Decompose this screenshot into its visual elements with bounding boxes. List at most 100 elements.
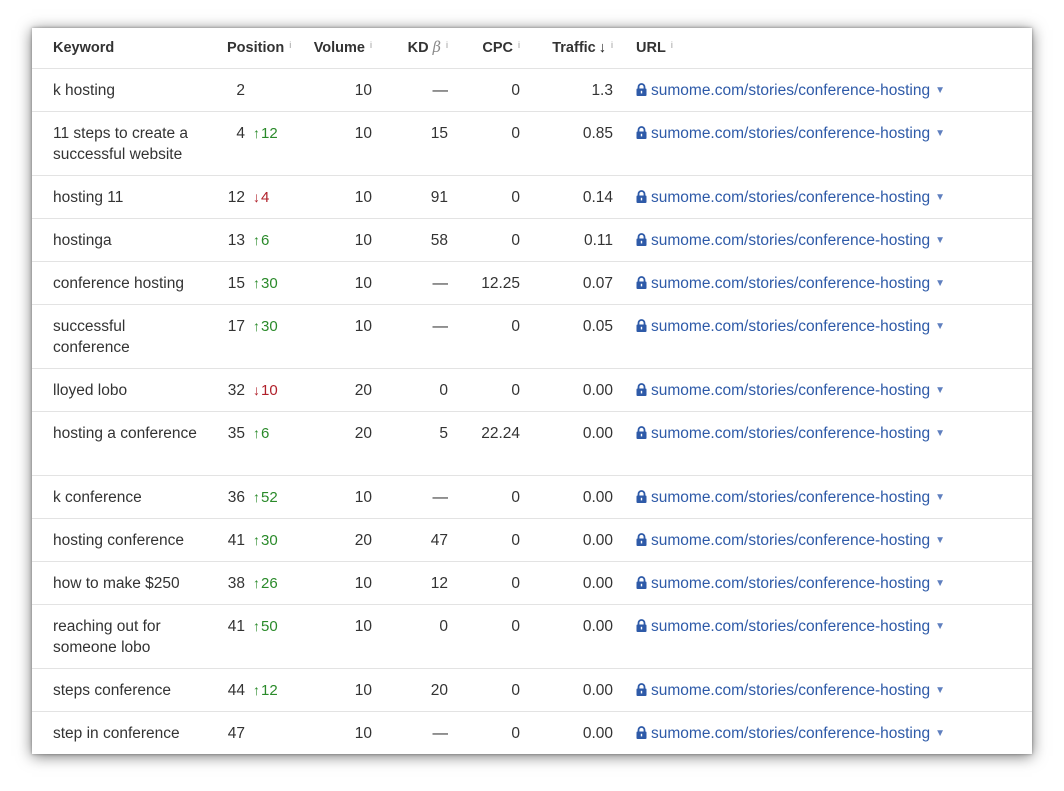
kd-value: 0 <box>439 618 448 635</box>
kd-value: — <box>432 82 449 99</box>
traffic-value: 0.05 <box>582 318 613 335</box>
url-link[interactable]: sumome.com/stories/conference-hosting <box>651 425 931 442</box>
url-cell: sumome.com/stories/conference-hosting ▼ <box>616 668 1032 712</box>
cpc-cell: 0 <box>450 561 522 605</box>
arrow-up-icon: ↑ <box>253 489 260 505</box>
url-link[interactable]: sumome.com/stories/conference-hosting <box>651 618 931 635</box>
keyword-text[interactable]: hosting a conference <box>53 425 197 442</box>
keyword-cell: reaching out for someone lobo <box>32 604 207 669</box>
caret-down-icon[interactable]: ▼ <box>935 535 946 546</box>
traffic-cell: 0.85 <box>522 111 616 176</box>
header-traffic[interactable]: Traffic ↓ i <box>522 28 616 69</box>
keyword-text[interactable]: hosting 11 <box>53 189 124 206</box>
position-cell: 2 <box>207 68 299 112</box>
url-link[interactable]: sumome.com/stories/conference-hosting <box>651 318 931 335</box>
caret-down-icon[interactable]: ▼ <box>935 428 946 439</box>
keyword-text[interactable]: hosting conference <box>53 532 184 549</box>
cpc-value: 0 <box>511 532 520 549</box>
position-cell: 15 ↑30 <box>207 261 299 305</box>
volume-cell: 10 <box>299 175 374 219</box>
position-cell: 41 ↑30 <box>207 518 299 562</box>
url-cell: sumome.com/stories/conference-hosting ▼ <box>616 68 1032 112</box>
sort-descending-icon[interactable]: ↓ <box>598 40 606 56</box>
caret-down-icon[interactable]: ▼ <box>935 685 946 696</box>
volume-cell: 10 <box>299 604 374 669</box>
info-icon[interactable]: i <box>289 40 292 50</box>
keyword-text[interactable]: lloyed lobo <box>53 382 128 399</box>
keyword-text[interactable]: conference hosting <box>53 275 184 292</box>
change-value: 50 <box>261 618 278 635</box>
info-icon[interactable]: i <box>518 40 520 50</box>
volume-cell: 20 <box>299 368 374 412</box>
keyword-text[interactable]: step in conference <box>53 725 180 742</box>
url-link[interactable]: sumome.com/stories/conference-hosting <box>651 232 931 249</box>
url-link[interactable]: sumome.com/stories/conference-hosting <box>651 682 931 699</box>
url-link[interactable]: sumome.com/stories/conference-hosting <box>651 189 931 206</box>
caret-down-icon[interactable]: ▼ <box>935 128 946 139</box>
info-icon[interactable]: i <box>611 40 613 50</box>
volume-value: 10 <box>354 125 372 142</box>
table-header-row: Keyword Position i Volume i KD β i CPC i Traf… <box>32 28 1032 69</box>
header-kd[interactable]: KD β i <box>374 28 450 69</box>
table-row: how to make $250 38 ↑26 10 12 0 0.00 sumo… <box>32 561 1032 605</box>
header-volume[interactable]: Volume i <box>299 28 374 69</box>
url-link[interactable]: sumome.com/stories/conference-hosting <box>651 489 931 506</box>
header-volume-label: Volume <box>313 40 365 56</box>
url-link[interactable]: sumome.com/stories/conference-hosting <box>651 275 931 292</box>
info-icon[interactable]: i <box>446 40 448 50</box>
url-link[interactable]: sumome.com/stories/conference-hosting <box>651 382 931 399</box>
caret-down-icon[interactable]: ▼ <box>935 621 946 632</box>
keyword-text[interactable]: successful conference <box>53 318 130 356</box>
keyword-text[interactable]: hostinga <box>53 232 112 249</box>
caret-down-icon[interactable]: ▼ <box>935 192 946 203</box>
url-link[interactable]: sumome.com/stories/conference-hosting <box>651 532 931 549</box>
header-keyword-label: Keyword <box>53 40 115 56</box>
header-keyword[interactable]: Keyword <box>32 28 207 69</box>
caret-down-icon[interactable]: ▼ <box>935 235 946 246</box>
caret-down-icon[interactable]: ▼ <box>935 321 946 332</box>
url-cell: sumome.com/stories/conference-hosting ▼ <box>616 604 1032 669</box>
kd-cell: 20 <box>374 668 450 712</box>
caret-down-icon[interactable]: ▼ <box>935 278 946 289</box>
caret-down-icon[interactable]: ▼ <box>935 728 946 739</box>
info-icon[interactable]: i <box>370 40 372 50</box>
url-link[interactable]: sumome.com/stories/conference-hosting <box>651 725 931 742</box>
keyword-text[interactable]: reaching out for someone lobo <box>53 618 161 656</box>
cpc-value: 0 <box>511 489 520 506</box>
keyword-cell: how to make $250 <box>32 561 207 605</box>
arrow-down-icon: ↓ <box>253 189 260 205</box>
url-cell: sumome.com/stories/conference-hosting ▼ <box>616 304 1032 369</box>
keyword-text[interactable]: how to make $250 <box>53 575 180 592</box>
position-value: 4 <box>236 125 245 142</box>
lock-icon <box>636 319 647 332</box>
url-link[interactable]: sumome.com/stories/conference-hosting <box>651 575 931 592</box>
table-row: hosting a conference 35 ↑6 20 5 22.24 0.0… <box>32 411 1032 476</box>
info-icon[interactable]: i <box>670 40 673 50</box>
volume-cell: 10 <box>299 711 374 754</box>
caret-down-icon[interactable]: ▼ <box>935 578 946 589</box>
caret-down-icon[interactable]: ▼ <box>935 85 946 96</box>
position-cell: 38 ↑26 <box>207 561 299 605</box>
cpc-value: 12.25 <box>481 275 520 292</box>
kd-value: 12 <box>430 575 448 592</box>
kd-cell: — <box>374 68 450 112</box>
header-cpc[interactable]: CPC i <box>450 28 522 69</box>
position-cell: 41 ↑50 <box>207 604 299 669</box>
keyword-cell: k hosting <box>32 68 207 112</box>
cpc-value: 0 <box>511 318 520 335</box>
url-link[interactable]: sumome.com/stories/conference-hosting <box>651 82 931 99</box>
caret-down-icon[interactable]: ▼ <box>935 492 946 503</box>
keyword-text[interactable]: k conference <box>53 489 142 506</box>
position-change: ↑26 <box>253 573 278 594</box>
header-position[interactable]: Position i <box>207 28 299 69</box>
volume-cell: 10 <box>299 668 374 712</box>
lock-icon <box>636 126 647 139</box>
lock-icon <box>636 533 647 546</box>
caret-down-icon[interactable]: ▼ <box>935 385 946 396</box>
kd-cell: — <box>374 475 450 519</box>
keyword-text[interactable]: steps conference <box>53 682 172 699</box>
url-link[interactable]: sumome.com/stories/conference-hosting <box>651 125 931 142</box>
keyword-text[interactable]: 11 steps to create a successful website <box>53 125 188 163</box>
keyword-text[interactable]: k hosting <box>53 82 116 99</box>
header-url[interactable]: URL i <box>616 28 1032 69</box>
